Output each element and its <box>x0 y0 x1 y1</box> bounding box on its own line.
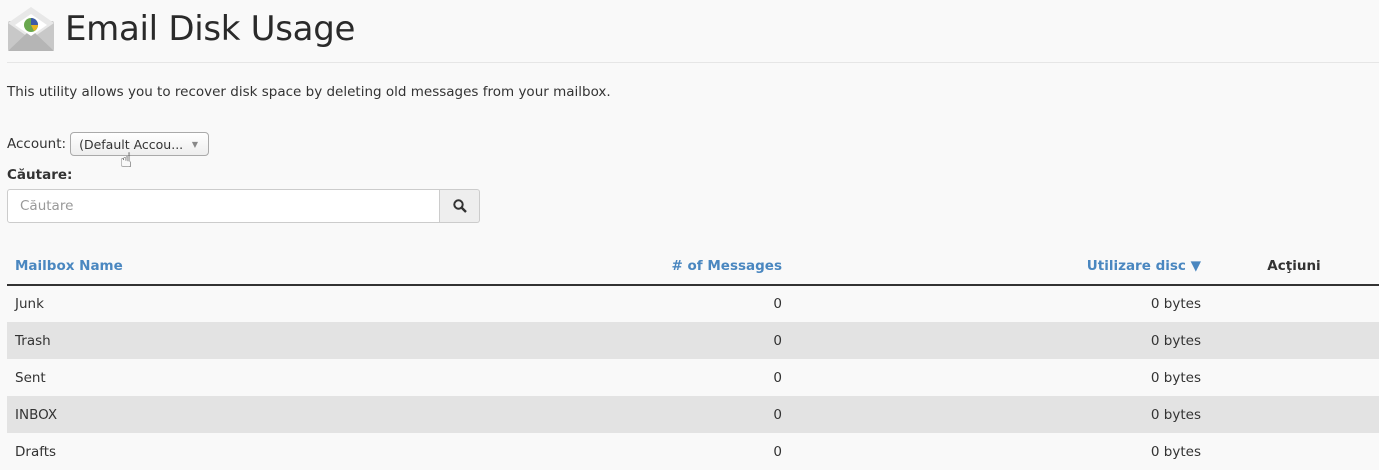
account-label: Account: <box>7 136 67 152</box>
column-header-disk-usage[interactable]: Utilizare disc ▼ <box>790 248 1209 286</box>
account-selector: Account: (Default Accou... ▼ <box>7 132 210 156</box>
actions-cell <box>1209 396 1379 433</box>
mailbox-name: Trash <box>15 332 51 349</box>
mailbox-table: Mailbox Name # of Messages Utilizare dis… <box>7 248 1379 470</box>
actions-cell <box>1209 433 1379 470</box>
page-title: Email Disk Usage <box>65 9 356 49</box>
disk-usage: 0 bytes <box>1150 406 1201 423</box>
message-count: 0 <box>773 443 782 460</box>
disk-usage: 0 bytes <box>1150 296 1201 312</box>
divider <box>7 62 1379 63</box>
search-label: Căutare: <box>7 167 73 183</box>
page-header: Email Disk Usage <box>7 4 355 54</box>
disk-usage: 0 bytes <box>1150 369 1201 386</box>
message-count: 0 <box>773 406 782 423</box>
email-pie-icon <box>8 7 54 51</box>
search-input[interactable] <box>7 189 440 223</box>
message-count: 0 <box>773 369 782 386</box>
message-count: 0 <box>773 332 782 349</box>
disk-usage: 0 bytes <box>1150 332 1201 349</box>
mailbox-name: Junk <box>15 296 44 312</box>
mailbox-name: Drafts <box>15 443 57 460</box>
search-icon <box>452 199 467 213</box>
hand-cursor-icon: ☝ <box>120 148 133 172</box>
actions-cell <box>1209 322 1379 359</box>
search-group <box>7 189 480 223</box>
table-row: Trash 0 0 bytes <box>7 322 1379 359</box>
disk-usage: 0 bytes <box>1150 443 1201 460</box>
account-select[interactable]: (Default Accou... ▼ <box>70 132 210 156</box>
mailbox-name: Sent <box>15 369 46 386</box>
chevron-down-icon: ▼ <box>191 139 199 149</box>
search-button[interactable] <box>440 189 480 223</box>
column-header-actions: Acţiuni <box>1209 248 1379 286</box>
actions-cell <box>1209 285 1379 322</box>
actions-cell <box>1209 359 1379 396</box>
table-row: INBOX 0 0 bytes <box>7 396 1379 433</box>
message-count: 0 <box>773 296 782 312</box>
table-row: Sent 0 0 bytes <box>7 359 1379 396</box>
account-selected-value: (Default Accou... <box>79 136 184 152</box>
column-header-mailbox-name[interactable]: Mailbox Name <box>7 248 397 286</box>
column-header-messages[interactable]: # of Messages <box>397 248 790 286</box>
table-row: Drafts 0 0 bytes <box>7 433 1379 470</box>
table-row: Junk 0 0 bytes <box>7 285 1379 322</box>
description: This utility allows you to recover disk … <box>7 84 611 100</box>
mailbox-name: INBOX <box>15 406 58 423</box>
